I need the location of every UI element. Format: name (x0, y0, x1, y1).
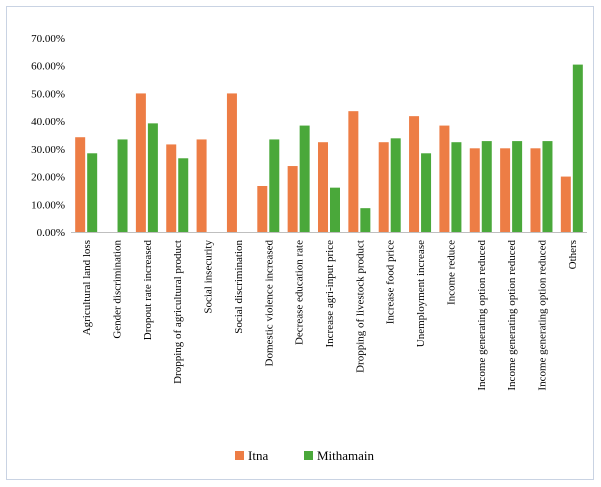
bar-itna-10 (378, 142, 389, 232)
bar-itna-7 (287, 166, 298, 232)
bar-itna-15 (530, 148, 541, 232)
category-label: Income generating option reduced (536, 240, 548, 391)
bar-mithamain-7 (299, 125, 310, 232)
bar-itna-3 (166, 144, 177, 232)
y-tick-label: 10.00% (31, 199, 65, 211)
category-label: Dropping of agricultural product (172, 240, 184, 384)
bar-mithamain-15 (542, 141, 553, 232)
category-label: Income reduce (445, 240, 457, 305)
y-tick-label: 60.00% (31, 61, 65, 73)
category-label: Increase agri-input price (324, 240, 336, 348)
y-tick-label: 40.00% (31, 116, 65, 128)
bar-itna-12 (439, 125, 450, 232)
bar-itna-0 (75, 137, 86, 232)
category-label: Decrease education rate (294, 240, 306, 345)
category-label: Increase food price (385, 240, 397, 324)
bar-mithamain-2 (147, 123, 158, 232)
y-tick-label: 0.00% (37, 227, 65, 239)
bar-itna-16 (560, 176, 571, 232)
category-label: Social insecurity (203, 240, 215, 314)
category-label: Social discrimination (233, 240, 245, 334)
legend-label-mithamain: Mithamain (317, 448, 375, 463)
bar-mithamain-11 (421, 153, 432, 232)
category-label: Unemployment increase (415, 240, 427, 347)
bar-itna-14 (500, 148, 511, 232)
category-label: Others (567, 240, 579, 269)
bar-mithamain-9 (360, 208, 371, 232)
bar-itna-11 (409, 116, 420, 232)
bar-itna-6 (257, 185, 268, 232)
bar-mithamain-8 (330, 187, 340, 232)
bar-mithamain-6 (269, 139, 280, 232)
y-tick-label: 20.00% (31, 172, 65, 184)
legend-swatch-mithamain (304, 451, 313, 460)
category-label: Agricultural land loss (81, 240, 93, 335)
bar-itna-2 (135, 93, 146, 232)
bar-mithamain-16 (572, 64, 583, 232)
bar-itna-4 (196, 139, 207, 232)
legend-swatch-itna (235, 451, 244, 460)
bar-itna-13 (469, 148, 480, 232)
y-tick-label: 30.00% (31, 144, 65, 156)
bar-mithamain-10 (390, 138, 401, 232)
category-label: Dropping of livestock product (354, 240, 366, 373)
bar-itna-8 (318, 142, 328, 232)
y-tick-label: 70.00% (31, 33, 65, 45)
y-tick-label: 50.00% (31, 88, 65, 100)
bar-mithamain-12 (451, 142, 462, 232)
chart-frame (6, 6, 594, 480)
bar-itna-5 (226, 93, 237, 232)
bar-mithamain-14 (512, 141, 523, 232)
bar-mithamain-0 (87, 153, 98, 232)
category-label: Gender discrimination (112, 240, 124, 339)
bar-itna-9 (348, 111, 359, 232)
category-label: Dropout rate increased (142, 240, 154, 341)
category-label: Income generating option reduced (476, 240, 488, 391)
category-label: Income generating option reduced (506, 240, 518, 391)
bar-mithamain-13 (481, 141, 492, 232)
category-label: Domestic violence increased (263, 240, 275, 367)
bar-mithamain-1 (117, 139, 128, 232)
bar-mithamain-3 (178, 158, 189, 232)
legend-label-itna: Itna (248, 448, 268, 463)
